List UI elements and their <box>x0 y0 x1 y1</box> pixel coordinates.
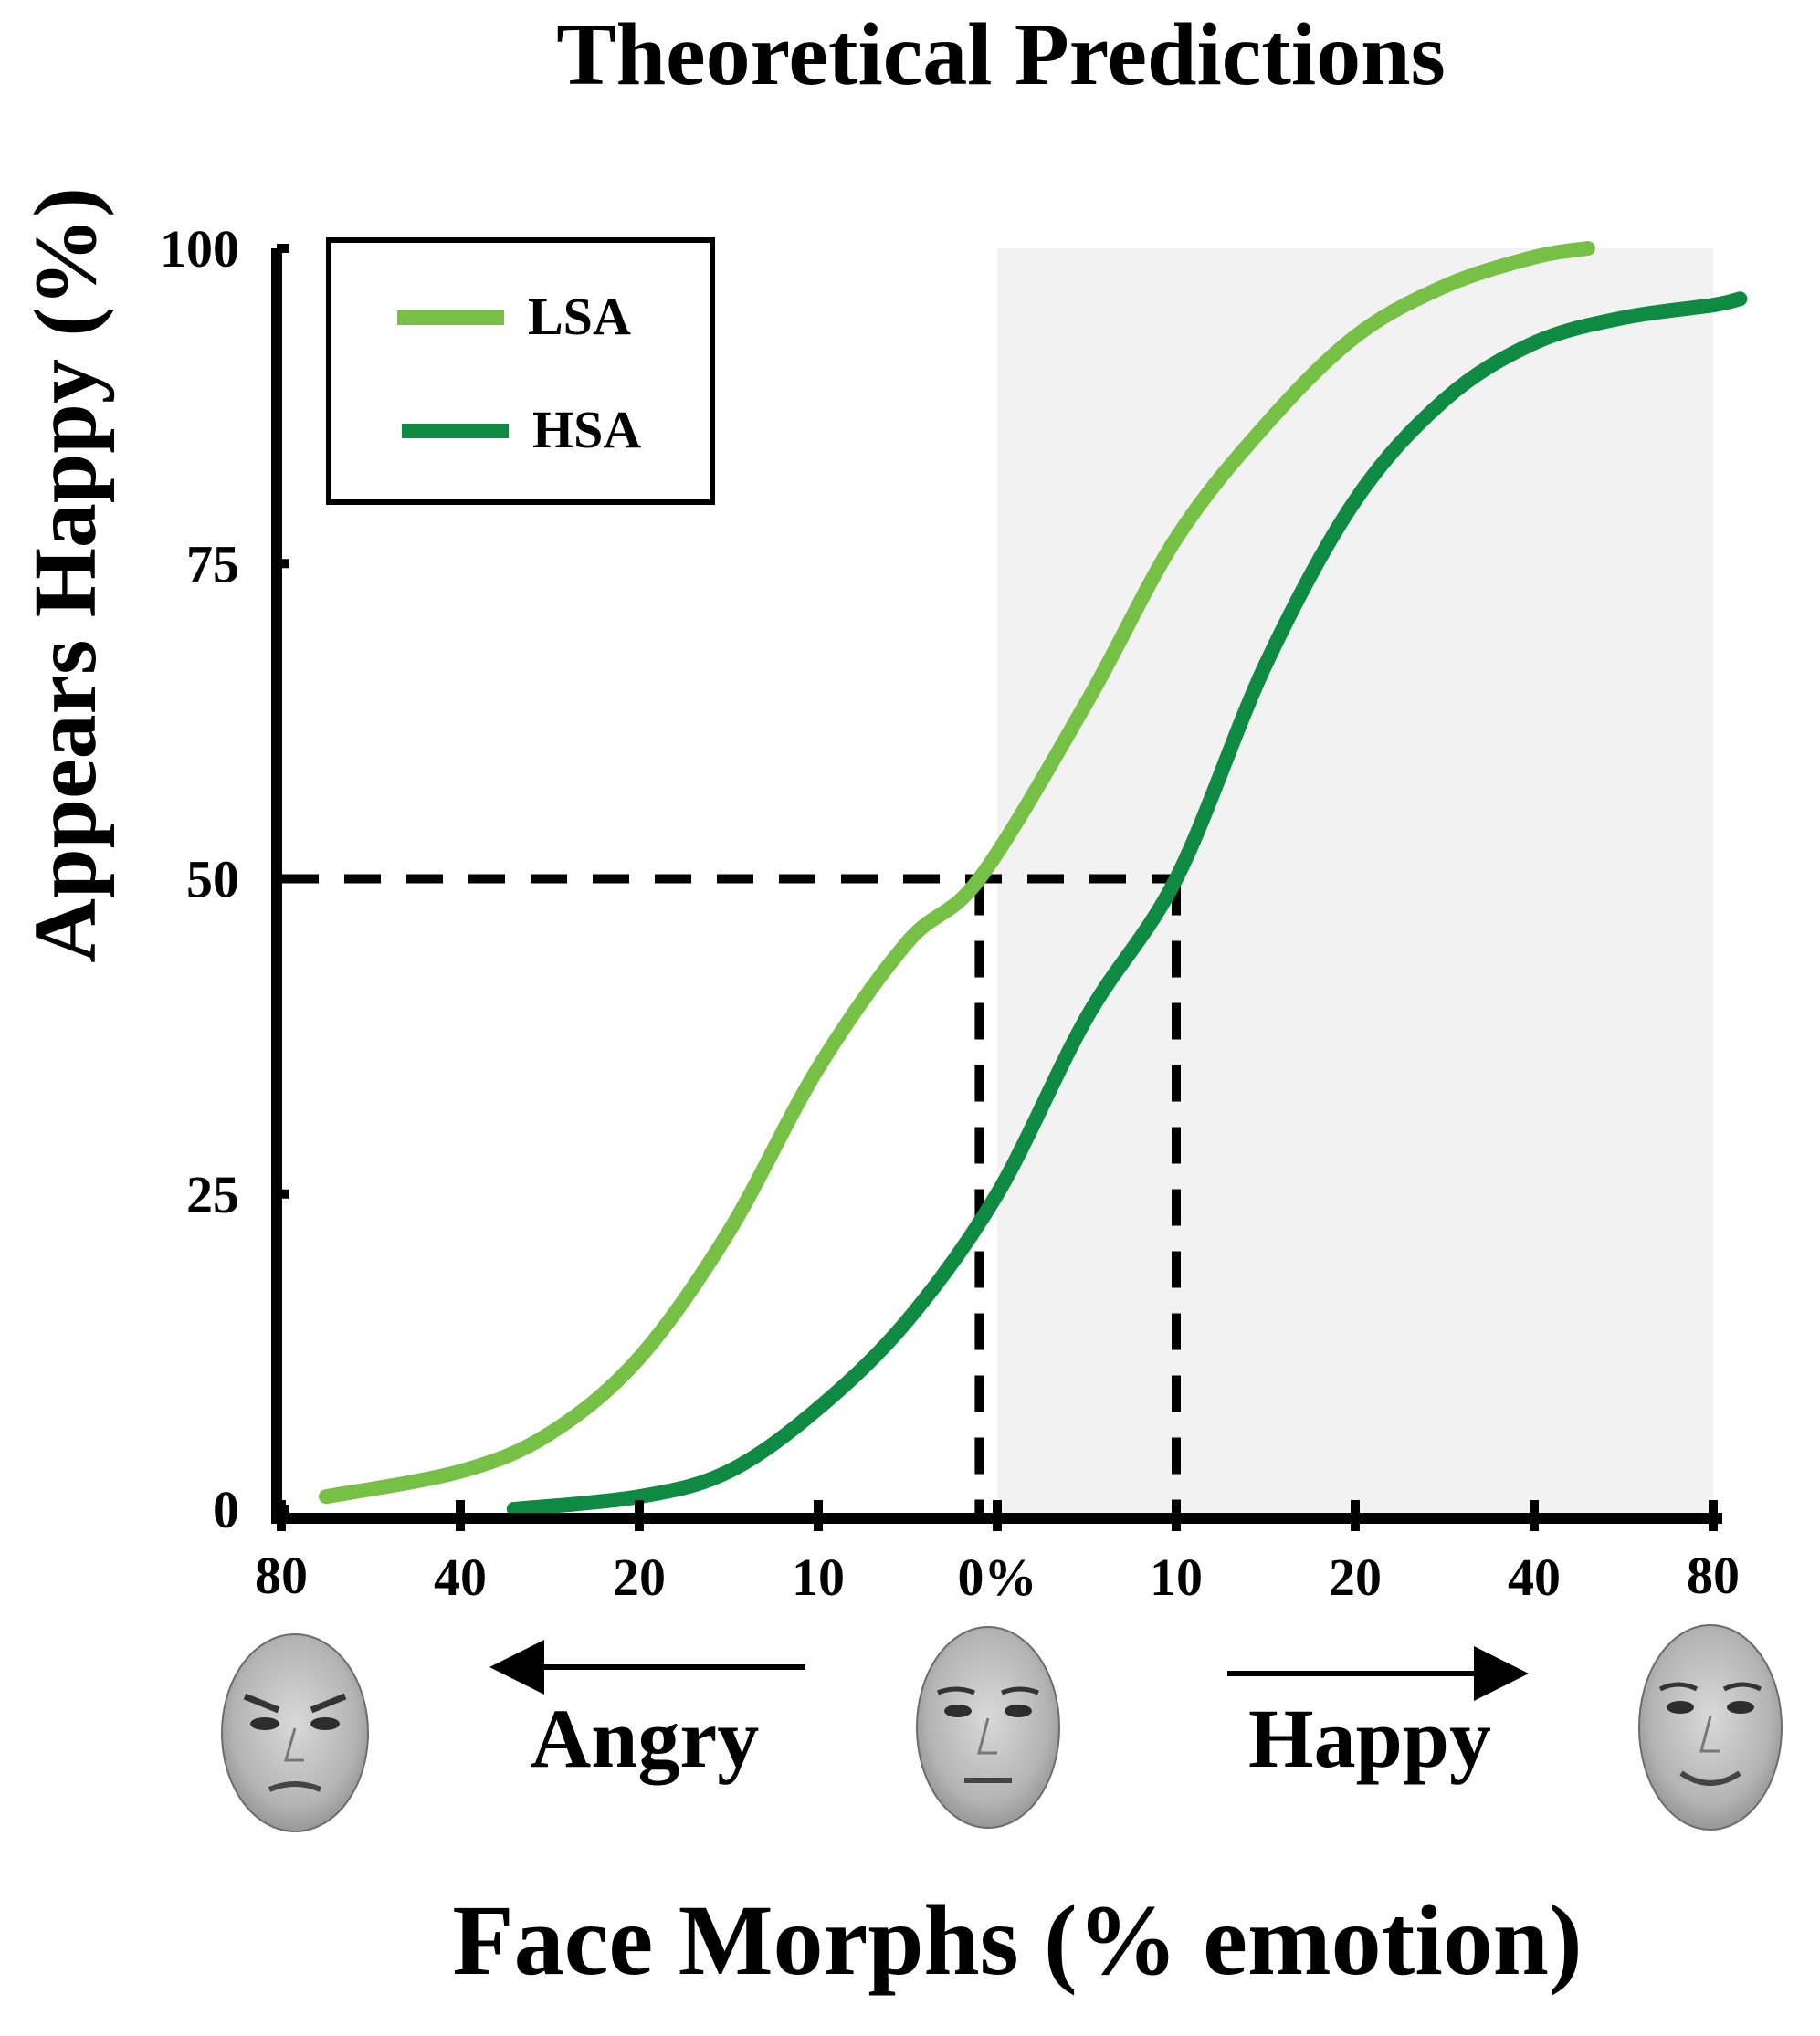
y-tick-label-75: 75 <box>186 534 239 593</box>
happy-label: Happy <box>1248 1692 1491 1785</box>
y-tick-label-0: 0 <box>213 1480 239 1539</box>
x-tick-label-1: 40 <box>434 1548 487 1607</box>
chart-title: Theoretical Predictions <box>556 5 1446 104</box>
x-tick-label-4: 0% <box>958 1548 1037 1607</box>
x-tick-label-5: 10 <box>1150 1548 1203 1607</box>
x-tick-label-3: 10 <box>792 1548 845 1607</box>
legend-label-lsa: LSA <box>528 287 631 346</box>
x-tick-label-6: 20 <box>1329 1548 1382 1607</box>
angry-label: Angry <box>531 1692 759 1785</box>
x-tick-label-7: 40 <box>1508 1548 1561 1607</box>
legend-box <box>326 237 715 505</box>
y-axis-label: Appears Happy (%) <box>16 187 115 962</box>
series-group <box>319 241 1748 1517</box>
y-tick-label-25: 25 <box>186 1165 239 1224</box>
angry-face <box>221 1633 369 1832</box>
y-tick-label-100: 100 <box>160 219 239 278</box>
happy-face <box>1638 1624 1783 1831</box>
series-line-lsa <box>319 241 1595 1505</box>
x-tick-label-2: 20 <box>613 1548 666 1607</box>
x-tick-label-0: 80 <box>255 1546 308 1605</box>
series-line-hsa <box>506 291 1748 1517</box>
y-tick-label-50: 50 <box>186 850 239 909</box>
x-axis-label: Face Morphs (% emotion) <box>452 1884 1582 1996</box>
x-ticks: 80 40 20 10 0% 10 20 40 80 <box>255 1500 1740 1607</box>
x-tick-label-8: 80 <box>1687 1546 1740 1605</box>
neutral-face <box>916 1626 1060 1829</box>
y-ticks: 0 25 50 75 100 <box>160 219 289 1539</box>
legend-label-hsa: HSA <box>532 400 641 459</box>
reference-lines <box>282 874 1181 1518</box>
legend: LSA HSA <box>326 237 715 505</box>
